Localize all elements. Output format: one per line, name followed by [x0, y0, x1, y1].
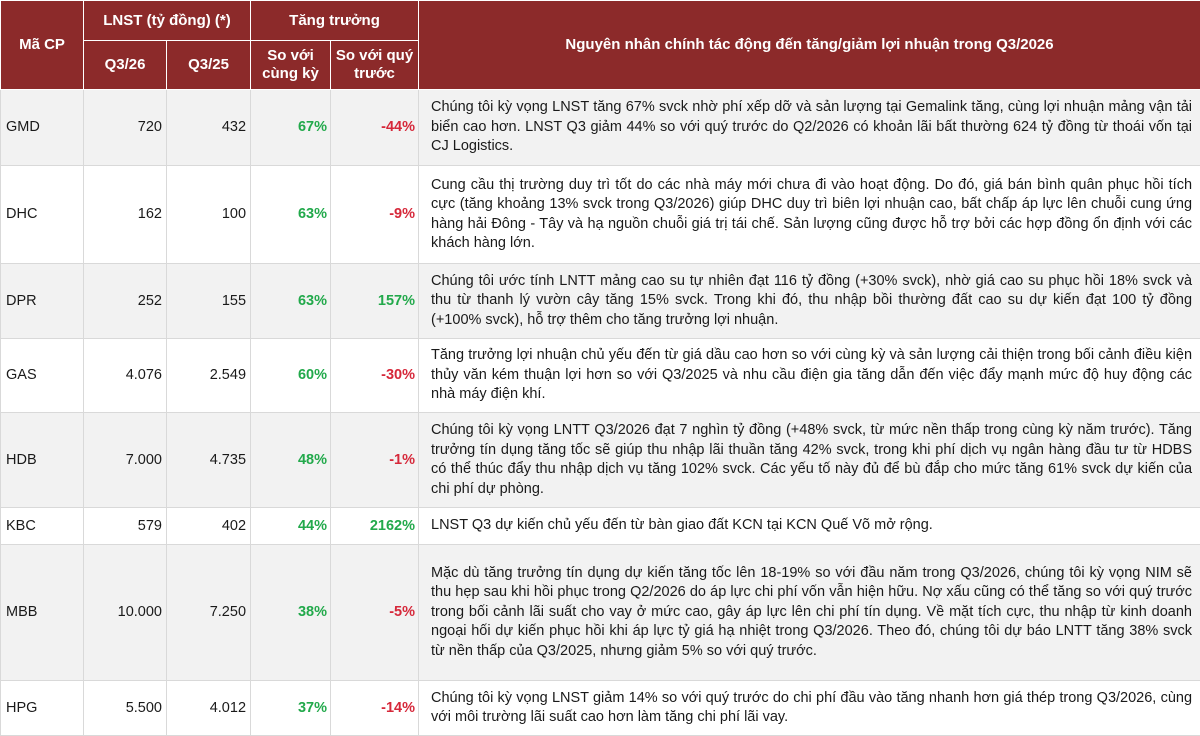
ticker-cell: KBC — [1, 508, 84, 545]
qoq-cell: 2162% — [331, 508, 419, 545]
qoq-cell: -9% — [331, 166, 419, 264]
q3-26-cell: 579 — [84, 508, 167, 545]
qoq-cell: -44% — [331, 90, 419, 166]
q3-25-cell: 432 — [167, 90, 251, 166]
q3-25-cell: 4.012 — [167, 681, 251, 736]
yoy-cell: 48% — [251, 413, 331, 508]
q3-25-cell: 7.250 — [167, 545, 251, 681]
reason-cell: LNST Q3 dự kiến chủ yếu đến từ bàn giao … — [419, 508, 1200, 545]
ticker-cell: DHC — [1, 166, 84, 264]
q3-26-cell: 7.000 — [84, 413, 167, 508]
reason-cell: Mặc dù tăng trưởng tín dụng dự kiến tăng… — [419, 545, 1200, 681]
yoy-cell: 37% — [251, 681, 331, 736]
reason-cell: Chúng tôi kỳ vọng LNST tăng 67% svck nhờ… — [419, 90, 1200, 166]
yoy-cell: 67% — [251, 90, 331, 166]
yoy-cell: 63% — [251, 166, 331, 264]
header-q3-26: Q3/26 — [84, 41, 167, 90]
ticker-cell: HPG — [1, 681, 84, 736]
q3-26-cell: 4.076 — [84, 339, 167, 413]
header-qoq: So với quý trước — [331, 41, 419, 90]
ticker-cell: GMD — [1, 90, 84, 166]
q3-25-cell: 4.735 — [167, 413, 251, 508]
reason-cell: Chúng tôi ước tính LNTT mảng cao su tự n… — [419, 264, 1200, 339]
yoy-cell: 60% — [251, 339, 331, 413]
table-row: KBC 579 402 44% 2162% LNST Q3 dự kiến ch… — [1, 508, 1200, 545]
table-row: DPR 252 155 63% 157% Chúng tôi ước tính … — [1, 264, 1200, 339]
yoy-cell: 38% — [251, 545, 331, 681]
q3-25-cell: 402 — [167, 508, 251, 545]
ticker-cell: MBB — [1, 545, 84, 681]
yoy-cell: 63% — [251, 264, 331, 339]
qoq-cell: -1% — [331, 413, 419, 508]
table-row: GAS 4.076 2.549 60% -30% Tăng trưởng lợi… — [1, 339, 1200, 413]
qoq-cell: 157% — [331, 264, 419, 339]
reason-cell: Chúng tôi kỳ vọng LNST giảm 14% so với q… — [419, 681, 1200, 736]
header-reason: Nguyên nhân chính tác động đến tăng/giảm… — [419, 1, 1200, 90]
qoq-cell: -5% — [331, 545, 419, 681]
q3-26-cell: 5.500 — [84, 681, 167, 736]
reason-cell: Cung cầu thị trường duy trì tốt do các n… — [419, 166, 1200, 264]
q3-25-cell: 2.549 — [167, 339, 251, 413]
header-lnst: LNST (tỷ đồng) (*) — [84, 1, 251, 41]
reason-cell: Tăng trưởng lợi nhuận chủ yếu đến từ giá… — [419, 339, 1200, 413]
ticker-cell: GAS — [1, 339, 84, 413]
q3-25-cell: 155 — [167, 264, 251, 339]
table-row: HPG 5.500 4.012 37% -14% Chúng tôi kỳ vọ… — [1, 681, 1200, 736]
yoy-cell: 44% — [251, 508, 331, 545]
header-yoy: So với cùng kỳ — [251, 41, 331, 90]
reason-cell: Chúng tôi kỳ vọng LNTT Q3/2026 đạt 7 ngh… — [419, 413, 1200, 508]
q3-26-cell: 10.000 — [84, 545, 167, 681]
q3-26-cell: 252 — [84, 264, 167, 339]
q3-25-cell: 100 — [167, 166, 251, 264]
ticker-cell: DPR — [1, 264, 84, 339]
q3-26-cell: 162 — [84, 166, 167, 264]
header-q3-25: Q3/25 — [167, 41, 251, 90]
table-row: MBB 10.000 7.250 38% -5% Mặc dù tăng trư… — [1, 545, 1200, 681]
table-row: HDB 7.000 4.735 48% -1% Chúng tôi kỳ vọn… — [1, 413, 1200, 508]
header-growth: Tăng trưởng — [251, 1, 419, 41]
qoq-cell: -14% — [331, 681, 419, 736]
q3-26-cell: 720 — [84, 90, 167, 166]
table-row: DHC 162 100 63% -9% Cung cầu thị trường … — [1, 166, 1200, 264]
header-ticker: Mã CP — [1, 1, 84, 90]
table-row: GMD 720 432 67% -44% Chúng tôi kỳ vọng L… — [1, 90, 1200, 166]
ticker-cell: HDB — [1, 413, 84, 508]
qoq-cell: -30% — [331, 339, 419, 413]
